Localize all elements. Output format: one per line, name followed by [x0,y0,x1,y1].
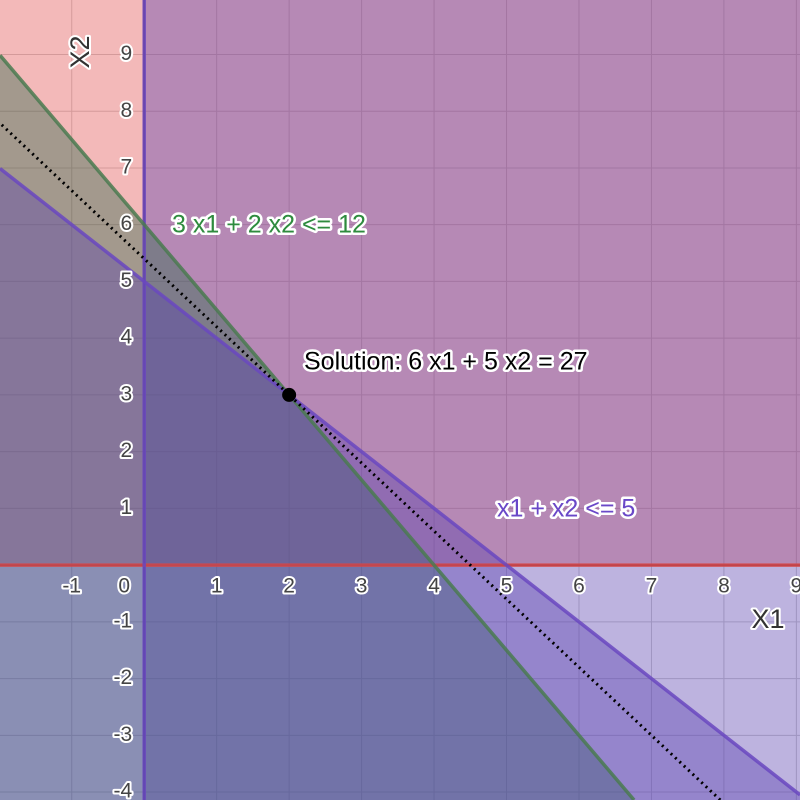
constraint-line [0,54,636,800]
y-tick-label: 6 [121,212,133,235]
y-tick-label: 9 [121,42,133,65]
constraint-label: x1 + x2 <= 5 [497,495,635,523]
y-tick-label: -2 [114,666,133,689]
x-tick-label: 0 [118,575,130,598]
y-tick-label: -4 [114,780,133,800]
x-tick-label: 2 [283,575,295,598]
x-tick-label: 7 [646,575,658,598]
x-tick-label: 4 [428,575,440,598]
x-tick-label: 3 [356,575,368,598]
constraint-label: 3 x1 + 2 x2 <= 12 [172,211,366,239]
y-tick-label: 8 [121,99,133,122]
constraint-line [0,167,800,797]
x-tick-label: 6 [573,575,585,598]
feasible-region [144,0,800,800]
y-tick-label: 2 [121,439,133,462]
objective-line [0,122,722,800]
y-tick-label: -1 [114,609,133,632]
x-tick-label: 9 [791,575,800,598]
y-tick-label: 1 [121,496,133,519]
y-tick-label: -3 [114,723,133,746]
y-tick-label: 3 [121,382,133,405]
feasible-region [0,0,800,566]
x-tick-label: -1 [62,575,81,598]
y-tick-label: 5 [121,269,133,292]
x-tick-label: 1 [211,575,223,598]
y-tick-label: 4 [121,326,133,349]
y-axis-label: X2 [65,35,95,68]
solution-label: Solution: 6 x1 + 5 x2 = 27 [304,348,588,376]
x-tick-label: 5 [501,575,513,598]
x-tick-label: 8 [718,575,730,598]
y-tick-label: 7 [121,155,133,178]
solution-point [282,387,297,402]
x-axis-label: X1 [751,604,784,634]
